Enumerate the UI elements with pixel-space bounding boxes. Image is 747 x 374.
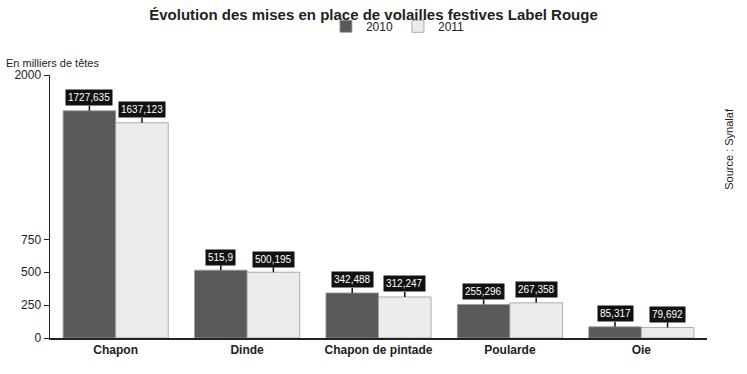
svg-text:267,358: 267,358 [518, 284, 555, 295]
svg-text:2011: 2011 [438, 20, 464, 34]
svg-text:750: 750 [21, 233, 41, 247]
svg-text:Poularde: Poularde [484, 343, 536, 357]
svg-text:312,247: 312,247 [386, 278, 423, 289]
svg-text:2000: 2000 [14, 68, 41, 82]
svg-text:Chapon de pintade: Chapon de pintade [325, 343, 433, 357]
svg-text:500: 500 [21, 265, 41, 279]
svg-text:Évolution des mises en place d: Évolution des mises en place de volaille… [149, 6, 598, 23]
svg-text:0: 0 [34, 331, 41, 345]
svg-text:1727,635: 1727,635 [68, 92, 110, 103]
svg-text:Oie: Oie [632, 343, 652, 357]
svg-text:515,9: 515,9 [208, 252, 233, 263]
svg-text:255,296: 255,296 [465, 286, 502, 297]
svg-text:Dinde: Dinde [230, 343, 264, 357]
svg-text:85,317: 85,317 [600, 308, 631, 319]
svg-text:Source : Synalaf: Source : Synalaf [723, 108, 735, 190]
svg-text:250: 250 [21, 298, 41, 312]
svg-text:2010: 2010 [366, 20, 393, 34]
svg-text:500,195: 500,195 [255, 254, 292, 265]
svg-text:Chapon: Chapon [93, 343, 138, 357]
svg-text:En milliers de têtes: En milliers de têtes [6, 57, 99, 69]
svg-text:79,692: 79,692 [652, 309, 683, 320]
svg-text:1637,123: 1637,123 [121, 104, 163, 115]
svg-text:342,488: 342,488 [334, 274, 371, 285]
